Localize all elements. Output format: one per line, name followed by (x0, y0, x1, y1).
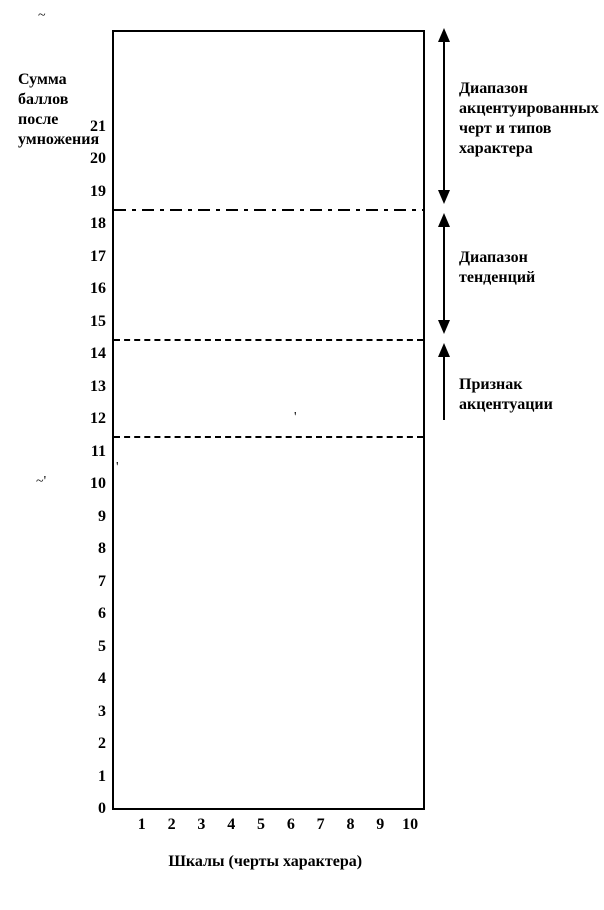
y-axis-label: Сумма баллов после умножения (18, 70, 108, 150)
scan-artifact: ' (116, 460, 119, 476)
y-tick: 1 (78, 768, 106, 786)
y-tick: 3 (78, 703, 106, 721)
x-tick: 4 (219, 816, 243, 834)
y-tick: 9 (78, 508, 106, 526)
y-tick: 20 (78, 150, 106, 168)
y-tick: 4 (78, 670, 106, 688)
y-tick: 6 (78, 605, 106, 623)
y-tick: 7 (78, 573, 106, 591)
scan-artifact: ~ (38, 8, 46, 24)
range-annotation: Диапазон акцентуированных черт и типов х… (459, 79, 600, 159)
y-tick: 10 (78, 475, 106, 493)
y-tick: 5 (78, 638, 106, 656)
range-arrow-line (443, 40, 445, 192)
arrow-head-down (438, 320, 450, 334)
y-tick: 11 (78, 443, 106, 461)
x-tick: 3 (189, 816, 213, 834)
range-arrow-line (443, 225, 445, 322)
x-tick: 9 (368, 816, 392, 834)
arrow-head-up (438, 28, 450, 42)
reference-line (114, 436, 423, 438)
arrow-head-down (438, 190, 450, 204)
y-tick: 13 (78, 378, 106, 396)
x-tick: 1 (130, 816, 154, 834)
x-tick: 8 (338, 816, 362, 834)
y-tick: 0 (78, 800, 106, 818)
x-tick: 10 (398, 816, 422, 834)
range-annotation: Признак акцентуации (459, 375, 600, 415)
y-tick: 15 (78, 313, 106, 331)
plot-area (112, 30, 425, 810)
x-tick: 2 (160, 816, 184, 834)
y-tick: 14 (78, 345, 106, 363)
range-arrow-line (443, 355, 445, 420)
y-tick: 16 (78, 280, 106, 298)
y-tick: 12 (78, 410, 106, 428)
range-annotation: Диапазон тенденций (459, 248, 600, 288)
scan-artifact: ' (294, 410, 297, 426)
chart-canvas: { "chart": { "type": "line", "layout": {… (0, 0, 604, 910)
y-tick: 2 (78, 735, 106, 753)
arrow-head-up (438, 213, 450, 227)
x-axis-label: Шкалы (черты характера) (168, 852, 362, 872)
scan-artifact: ~' (36, 474, 46, 490)
y-tick: 18 (78, 215, 106, 233)
y-tick: 8 (78, 540, 106, 558)
x-tick: 7 (309, 816, 333, 834)
y-tick: 17 (78, 248, 106, 266)
arrow-head-up (438, 343, 450, 357)
reference-line (114, 339, 423, 341)
y-tick: 19 (78, 183, 106, 201)
y-tick: 21 (78, 118, 106, 136)
reference-line (114, 209, 423, 212)
x-tick: 6 (279, 816, 303, 834)
x-tick: 5 (249, 816, 273, 834)
